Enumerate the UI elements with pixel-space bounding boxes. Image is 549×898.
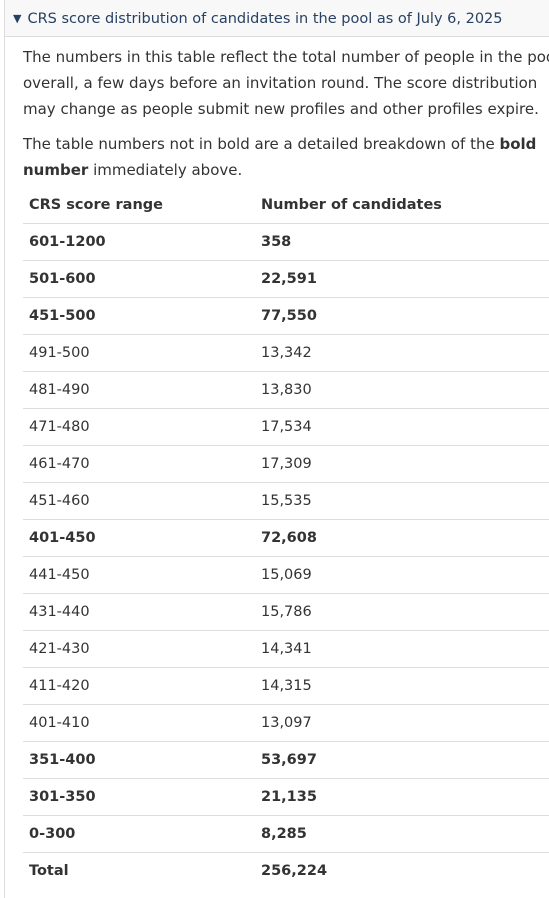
score-range-cell: 301-350	[23, 778, 255, 816]
score-range-cell: 451-500	[23, 297, 255, 335]
table-row: 501-600 22,591	[23, 260, 549, 298]
candidate-count-cell: 53,697	[255, 741, 549, 779]
candidate-count-cell: 14,315	[255, 667, 549, 705]
details-body: The numbers in this table reflect the to…	[23, 44, 549, 183]
table-row: 481-490 13,830	[23, 371, 549, 409]
score-range-cell: Total	[29, 863, 69, 879]
table-row: 601-1200 358	[23, 223, 549, 261]
candidate-count-cell: 17,309	[255, 445, 549, 483]
candidate-count-cell: 256,224	[261, 863, 328, 879]
table-row: 301-350 21,135	[23, 778, 549, 816]
header-score-range: CRS score range	[23, 187, 255, 224]
candidate-count-cell: 15,535	[255, 482, 549, 520]
score-range-cell: 601-1200	[23, 223, 255, 261]
table-row: 411-420 14,315	[23, 667, 549, 705]
table-row: 421-430 14,341	[23, 630, 549, 668]
table-row: 461-470 17,309	[23, 445, 549, 483]
table-header-row: CRS score range Number of candidates	[23, 187, 549, 224]
candidate-count-cell: 8,285	[255, 815, 549, 853]
candidate-count-cell: 13,097	[255, 704, 549, 742]
header-candidates: Number of candidates	[255, 187, 549, 224]
table-row: 431-440 15,786	[23, 593, 549, 631]
score-range-cell: 471-480	[23, 408, 255, 446]
score-range-cell: 411-420	[23, 667, 255, 705]
score-range-cell: 501-600	[23, 260, 255, 298]
note-bold-1: bold	[499, 135, 537, 153]
score-range-cell: 351-400	[23, 741, 255, 779]
table-row: 491-500 13,342	[23, 334, 549, 372]
table-row: 441-450 15,069	[23, 556, 549, 594]
details-summary-toggle[interactable]: ▼ CRS score distribution of candidates in…	[5, 0, 549, 37]
candidate-count-cell: 15,786	[255, 593, 549, 631]
crs-distribution-table: CRS score range Number of candidates 601…	[23, 187, 549, 889]
score-range-cell: 421-430	[23, 630, 255, 668]
score-range-cell: 441-450	[23, 556, 255, 594]
candidate-count-cell: 77,550	[255, 297, 549, 335]
details-summary-title: CRS score distribution of candidates in …	[27, 11, 503, 27]
intro-paragraph: The numbers in this table reflect the to…	[23, 44, 549, 122]
candidate-count-cell: 21,135	[255, 778, 549, 816]
candidate-count-cell: 14,341	[255, 630, 549, 668]
crs-distribution-details: ▼ CRS score distribution of candidates in…	[4, 0, 549, 898]
score-range-cell: 401-450	[23, 519, 255, 557]
table-row: 471-480 17,534	[23, 408, 549, 446]
intro-line-2: overall, a few days before an invitation…	[23, 74, 538, 92]
caret-down-icon: ▼	[13, 12, 22, 25]
score-range-cell: 401-410	[23, 704, 255, 742]
table-row: 401-450 72,608	[23, 519, 549, 557]
table-row: 351-400 53,697	[23, 741, 549, 779]
table-row: 451-460 15,535	[23, 482, 549, 520]
candidate-count-cell: 13,342	[255, 334, 549, 372]
score-range-cell: 461-470	[23, 445, 255, 483]
table-row: 0-300 8,285	[23, 815, 549, 853]
note-bold-2: number	[23, 161, 89, 179]
candidate-count-cell: 15,069	[255, 556, 549, 594]
note-text-1: The table numbers not in bold are a deta…	[23, 135, 500, 153]
table-row: 401-410 13,097	[23, 704, 549, 742]
table-row: 451-500 77,550	[23, 297, 549, 335]
score-range-cell: 491-500	[23, 334, 255, 372]
score-range-cell: 481-490	[23, 371, 255, 409]
candidate-count-cell: 358	[255, 223, 549, 261]
candidate-count-cell: 17,534	[255, 408, 549, 446]
candidate-count-cell: 13,830	[255, 371, 549, 409]
table-body: 601-1200 358 501-600 22,591 451-500 77,550 491…	[23, 223, 549, 890]
score-range-cell: 0-300	[23, 815, 255, 853]
table-row: Total 256,224	[23, 853, 549, 890]
score-range-cell: 431-440	[23, 593, 255, 631]
intro-line-3: may change as people submit new profiles…	[23, 100, 539, 118]
intro-line-1: The numbers in this table reflect the to…	[23, 48, 549, 66]
score-range-cell: 451-460	[23, 482, 255, 520]
breakdown-note-paragraph: The table numbers not in bold are a deta…	[23, 131, 549, 183]
note-text-2: immediately above.	[88, 161, 243, 179]
candidate-count-cell: 22,591	[255, 260, 549, 298]
candidate-count-cell: 72,608	[255, 519, 549, 557]
